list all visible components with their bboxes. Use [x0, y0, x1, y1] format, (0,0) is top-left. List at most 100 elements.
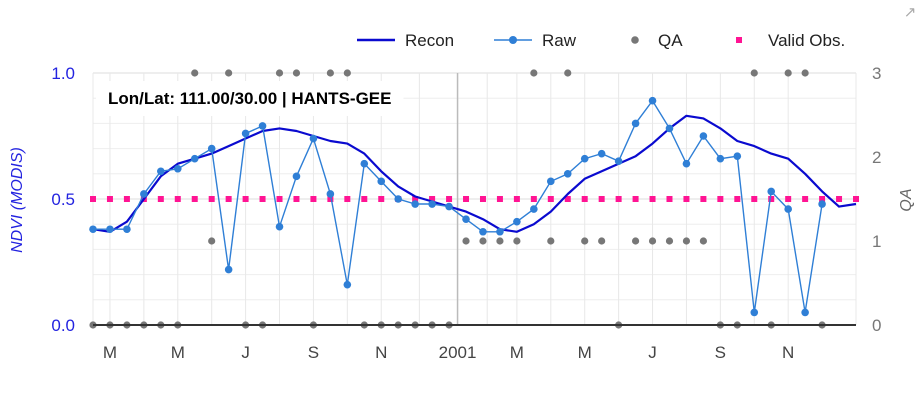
valid-obs-point: [632, 196, 639, 202]
qa-point: [343, 69, 351, 77]
valid-obs-point: [106, 196, 113, 202]
x-tick-label: M: [578, 343, 592, 362]
qa-point: [750, 69, 758, 77]
raw-point: [207, 144, 216, 153]
chart-annotation: Lon/Lat: 111.00/30.00 | HANTS-GEE: [108, 89, 391, 108]
raw-point: [326, 190, 335, 198]
valid-obs-point: [717, 196, 724, 202]
valid-obs-point: [802, 196, 809, 202]
x-tick-label: M: [103, 343, 117, 362]
valid-obs-point: [649, 196, 656, 202]
raw-point: [479, 227, 487, 236]
valid-obs-point: [683, 196, 690, 202]
raw-point: [699, 132, 708, 140]
qa-point: [665, 237, 674, 245]
legend-label-recon: Recon: [405, 31, 454, 50]
valid-obs-point: [564, 196, 571, 202]
raw-point: [784, 205, 792, 213]
valid-obs-point: [547, 196, 554, 202]
raw-point: [140, 190, 148, 198]
valid-obs-point: [513, 196, 520, 202]
qa-point: [462, 237, 470, 245]
raw-point: [173, 164, 182, 173]
valid-obs-point: [378, 196, 385, 202]
x-tick-label: M: [510, 343, 524, 362]
valid-obs-point: [242, 196, 249, 202]
x-tick-label: N: [375, 343, 387, 362]
qa-point: [631, 237, 640, 245]
valid-obs-point: [463, 196, 470, 202]
qa-point: [784, 69, 792, 77]
valid-obs-point: [123, 196, 130, 202]
recon-line: [92, 114, 857, 233]
axes: 0.0 0.5 1.0 0 1 2 3 M M J S N 2001 M M J S N: [51, 64, 881, 362]
valid-obs-point: [836, 196, 843, 202]
annotation-background: [96, 81, 404, 116]
raw-point: [411, 200, 419, 208]
x-tick-label: M: [171, 343, 185, 362]
raw-series: [89, 96, 826, 317]
raw-line: [93, 99, 823, 313]
y-tick-label-right: 0: [872, 316, 881, 335]
qa-point: [699, 237, 708, 245]
qa-point: [326, 69, 334, 77]
legend-label-qa: QA: [658, 31, 683, 50]
valid-obs-point: [496, 196, 503, 202]
valid-obs-point: [853, 196, 859, 202]
qa-series: [89, 69, 826, 329]
qa-point: [275, 69, 284, 77]
y-axis-label-left: NDVI (MODIS): [9, 147, 26, 253]
raw-point: [580, 154, 589, 163]
valid-obs-point: [90, 196, 96, 202]
x-tick-label: J: [648, 343, 657, 362]
y-tick-label-right: 3: [872, 64, 881, 83]
y-tick-label-right: 2: [872, 148, 881, 167]
valid-obs-point: [429, 196, 436, 202]
valid-obs-point: [768, 196, 775, 202]
qa-point: [191, 69, 199, 77]
raw-point: [377, 177, 386, 186]
valid-obs-point: [259, 196, 266, 202]
valid-obs-point: [785, 196, 792, 202]
y-tick-label-left: 0.0: [51, 316, 75, 335]
x-tick-label: S: [715, 343, 726, 362]
valid-obs-point: [446, 196, 453, 202]
valid-obs-point: [225, 196, 232, 202]
expand-icon[interactable]: ↗: [903, 3, 917, 21]
raw-point: [428, 200, 436, 208]
y-tick-label-left: 1.0: [51, 64, 75, 83]
valid-obs-point: [581, 196, 588, 202]
x-tick-label: S: [308, 343, 319, 362]
valid-obs-point: [819, 196, 826, 202]
raw-point: [394, 195, 403, 203]
qa-point: [479, 237, 487, 245]
raw-point: [716, 154, 725, 163]
valid-obs-point: [530, 196, 537, 202]
legend[interactable]: Recon Raw QA Valid Obs.: [357, 31, 845, 50]
raw-point: [309, 134, 318, 143]
qa-point: [581, 237, 589, 245]
y-tick-label-right: 1: [872, 232, 881, 251]
raw-point: [563, 170, 572, 178]
y-tick-label-left: 0.5: [51, 190, 75, 209]
qa-point: [496, 237, 504, 245]
qa-point: [292, 69, 301, 77]
qa-point: [564, 69, 572, 77]
qa-point: [801, 69, 809, 77]
valid-obs-point: [344, 196, 351, 202]
valid-obs-point: [666, 196, 673, 202]
x-tick-label: J: [241, 343, 250, 362]
raw-point: [106, 225, 114, 234]
raw-point: [224, 265, 233, 274]
valid-obs-point: [598, 196, 605, 202]
raw-point: [682, 159, 691, 168]
valid-obs-point: [191, 196, 198, 202]
y-axis-label-right: QA: [898, 188, 915, 211]
raw-point: [733, 152, 742, 160]
raw-point: [89, 225, 97, 234]
x-tick-label: 2001: [439, 343, 477, 362]
valid-obs-point: [412, 196, 419, 202]
legend-label-valid-obs: Valid Obs.: [768, 31, 845, 50]
raw-point: [258, 122, 267, 130]
valid-obs-point: [361, 196, 368, 202]
